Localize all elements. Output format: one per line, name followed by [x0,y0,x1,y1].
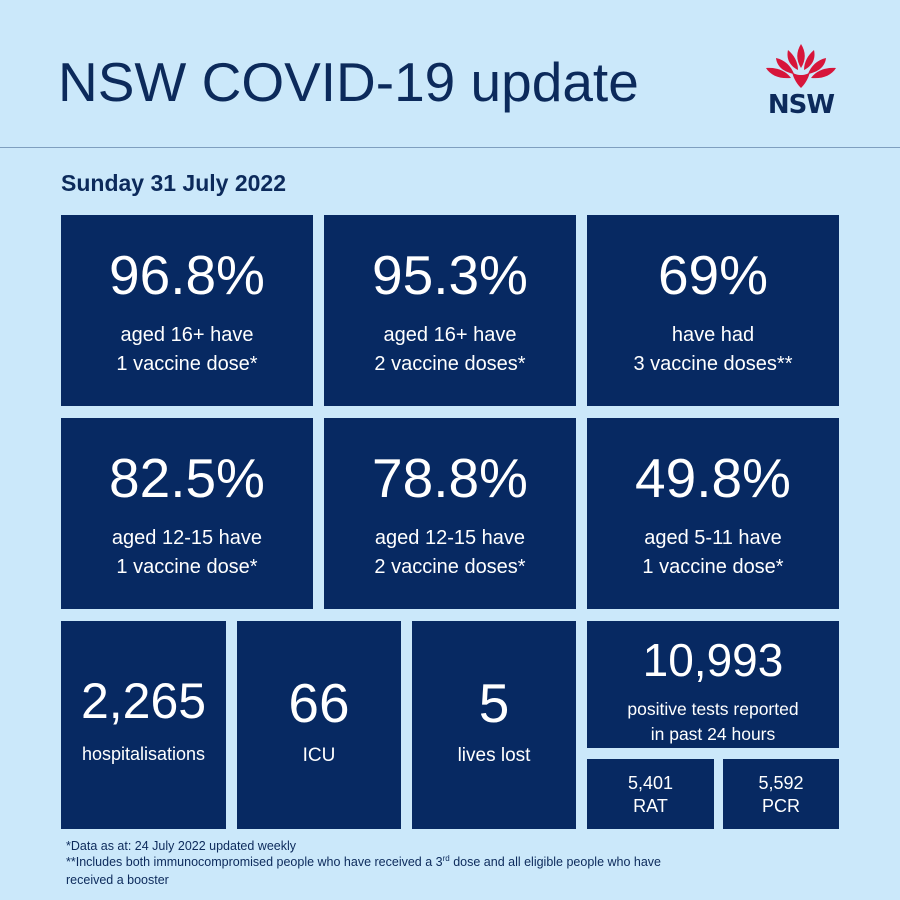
vaccine-tile-16-dose2: 95.3% aged 16+ have 2 vaccine doses* [324,215,576,406]
positive-tests-line1: positive tests reported [627,699,799,719]
header-divider [0,147,900,148]
hospitalisations-tile: 2,265 hospitalisations [61,621,226,829]
footnote-booster-line2: received a booster [66,873,169,887]
icu-label: ICU [302,745,336,766]
tile-caption-line2: 1 vaccine dose* [642,556,784,578]
tile-caption-line2: 2 vaccine doses* [374,556,526,578]
positive-tests-line2: in past 24 hours [650,724,776,744]
hospitalisations-label: hospitalisations [81,744,206,764]
pcr-tile: 5,592 PCR [723,759,839,829]
footnote-data-date: *Data as at: 24 July 2022 updated weekly [66,839,297,853]
nsw-logo: NSW [760,42,842,122]
rat-label: RAT [633,796,668,816]
rat-value: 5,401 [627,773,674,793]
tile-value: 96.8% [109,244,265,306]
tile-caption-line1: aged 12-15 have [374,527,526,549]
lives-lost-tile: 5 lives lost [412,621,576,829]
footnote-booster: **Includes both immunocompromised people… [66,854,661,870]
tile-caption-line1: aged 5-11 have [644,527,782,549]
header: NSW COVID-19 update NSW [0,0,900,148]
tile-caption-line2: 1 vaccine dose* [116,556,258,578]
tile-value: 49.8% [635,447,791,509]
tile-caption-line1: aged 16+ have [120,324,254,346]
pcr-label: PCR [761,796,800,816]
footnote-booster-text-cont: dose and all eligible people who have [449,855,662,869]
logo-text: NSW [767,90,835,120]
vaccine-tile-12-15-dose2: 78.8% aged 12-15 have 2 vaccine doses* [324,418,576,609]
positive-tests-tile: 10,993 positive tests reported in past 2… [587,621,839,748]
vaccine-tile-16-dose1: 96.8% aged 16+ have 1 vaccine dose* [61,215,313,406]
hospitalisations-value: 2,265 [80,673,207,729]
tile-caption-line2: 3 vaccine doses** [633,353,793,375]
footnote-booster-text: **Includes both immunocompromised people… [66,855,443,869]
page-title: NSW COVID-19 update [58,51,639,113]
icu-value: 66 [288,672,350,734]
waratah-icon [766,44,836,88]
pcr-value: 5,592 [758,773,804,793]
footnote-superscript: rd [442,853,450,863]
vaccine-tile-5-11-dose1: 49.8% aged 5-11 have 1 vaccine dose* [587,418,839,609]
vaccine-tile-dose3: 69% have had 3 vaccine doses** [587,215,839,406]
tile-value: 95.3% [372,244,528,306]
lives-lost-value: 5 [478,672,510,734]
tile-value: 69% [657,244,769,306]
tile-caption-line2: 1 vaccine dose* [116,353,258,375]
lives-lost-label: lives lost [457,745,531,766]
report-date: Sunday 31 July 2022 [61,170,287,196]
tile-caption-line1: aged 16+ have [383,324,517,346]
tile-caption-line1: have had [671,324,755,346]
vaccine-tile-12-15-dose1: 82.5% aged 12-15 have 1 vaccine dose* [61,418,313,609]
tile-caption-line2: 2 vaccine doses* [374,353,526,375]
icu-tile: 66 ICU [237,621,401,829]
positive-tests-value: 10,993 [642,634,784,686]
tile-value: 82.5% [109,447,265,509]
tile-caption-line1: aged 12-15 have [111,527,263,549]
rat-tile: 5,401 RAT [587,759,714,829]
tile-value: 78.8% [372,447,528,509]
